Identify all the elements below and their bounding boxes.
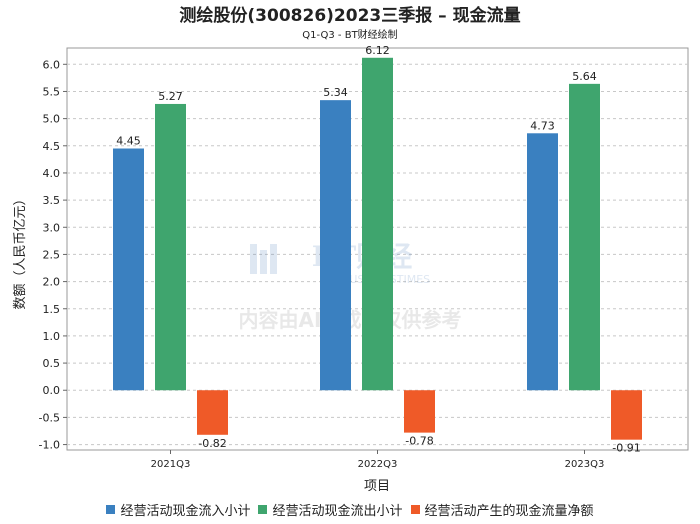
- bar-value-label: 5.34: [323, 86, 348, 99]
- bar: [527, 133, 558, 391]
- y-tick-label: 3.0: [43, 221, 61, 234]
- y-axis-label: 数额（人民币亿元）: [13, 192, 28, 309]
- chart-subtitle: Q1-Q3 - BT财经绘制: [302, 28, 397, 41]
- legend-label: 经营活动现金流入小计: [120, 504, 251, 519]
- bar-value-label: 5.27: [158, 90, 183, 103]
- y-tick-label: 4.0: [43, 167, 61, 180]
- y-tick-label: 6.0: [43, 58, 61, 71]
- legend-label: 经营活动现金流出小计: [272, 504, 403, 519]
- bar-value-label: -0.91: [612, 442, 640, 455]
- y-tick-label: 5.0: [43, 113, 61, 126]
- x-tick-label: 2023Q3: [565, 459, 605, 470]
- cash-flow-chart: 测绘股份(300826)2023三季报 – 现金流量 Q1-Q3 - BT财经绘…: [13, 5, 689, 494]
- bar: [362, 57, 393, 391]
- bar-value-label: 4.45: [116, 135, 141, 148]
- bar-value-label: 6.12: [365, 44, 390, 57]
- bar: [404, 390, 435, 433]
- bars: 4.45 5.27 -0.82 5.34 6.12 -0.78 4.73 5.64 -0.91: [113, 44, 642, 455]
- y-tick-label: -1.0: [39, 439, 60, 452]
- y-tick-label: 2.0: [43, 276, 61, 289]
- bar: [320, 100, 351, 391]
- legend-swatch: [410, 505, 420, 514]
- y-axis: -1.0 -0.5 0.0 0.5 1.0 1.5 2.0 2.5 3.0 3.5 4.0 4.5 5.…: [39, 58, 67, 452]
- bar: [197, 390, 228, 435]
- watermark-logo-bar: [260, 250, 267, 274]
- watermark-logo-bar: [250, 244, 257, 274]
- x-tick-label: 2021Q3: [151, 459, 191, 470]
- y-tick-label: 0.0: [43, 384, 61, 397]
- legend-item: 经营活动产生的现金流量净额: [410, 500, 594, 519]
- legend: 经营活动现金流入小计 经营活动现金流出小计 经营活动产生的现金流量净额: [0, 500, 700, 519]
- legend-swatch: [106, 505, 116, 514]
- bar: [113, 148, 144, 391]
- y-tick-label: 1.5: [43, 303, 61, 316]
- bar-value-label: 4.73: [530, 119, 555, 132]
- legend-label: 经营活动产生的现金流量净额: [424, 504, 594, 519]
- legend-item: 经营活动现金流出小计: [258, 500, 403, 519]
- y-tick-label: 2.5: [43, 248, 61, 261]
- y-tick-label: 3.5: [43, 194, 61, 207]
- watermark-logo-bar: [270, 244, 277, 274]
- x-axis-label: 项目: [364, 479, 390, 494]
- legend-swatch: [258, 505, 268, 514]
- bar: [569, 83, 600, 391]
- y-tick-label: 1.0: [43, 330, 61, 343]
- y-tick-label: 0.5: [43, 357, 61, 370]
- y-tick-label: -0.5: [39, 411, 60, 424]
- x-tick-label: 2022Q3: [358, 459, 398, 470]
- bar: [155, 103, 186, 391]
- y-tick-label: 5.5: [43, 85, 61, 98]
- y-tick-label: 4.5: [43, 140, 61, 153]
- legend-item: 经营活动现金流入小计: [106, 500, 250, 519]
- x-axis: 2021Q3 2022Q3 2023Q3: [151, 450, 605, 470]
- bar-value-label: -0.78: [405, 435, 433, 448]
- bar-value-label: -0.82: [198, 437, 226, 450]
- chart-title: 测绘股份(300826)2023三季报 – 现金流量: [179, 5, 520, 26]
- bar-value-label: 5.64: [572, 70, 597, 83]
- bar: [611, 390, 642, 440]
